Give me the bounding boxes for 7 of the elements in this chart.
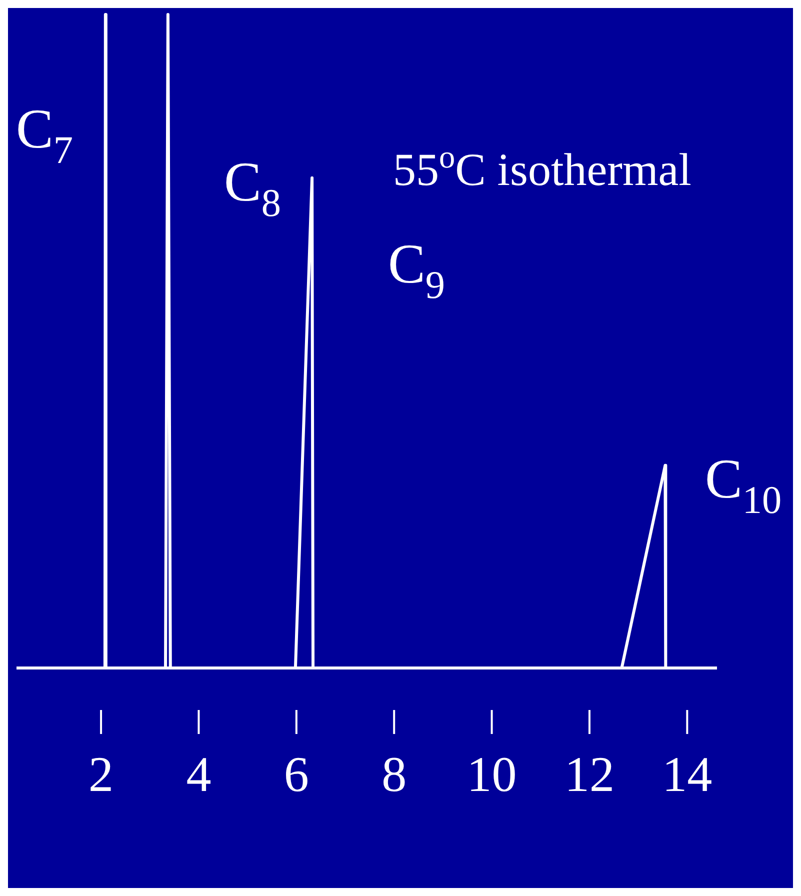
x-tick-label: 12 bbox=[564, 746, 614, 802]
x-tick-label: 6 bbox=[284, 746, 309, 802]
x-tick-label: 10 bbox=[466, 746, 517, 802]
x-tick-label: 4 bbox=[186, 746, 212, 802]
x-tick-label: 14 bbox=[662, 746, 712, 802]
x-tick-label: 8 bbox=[382, 746, 407, 802]
x-tick-label: 2 bbox=[88, 746, 114, 802]
